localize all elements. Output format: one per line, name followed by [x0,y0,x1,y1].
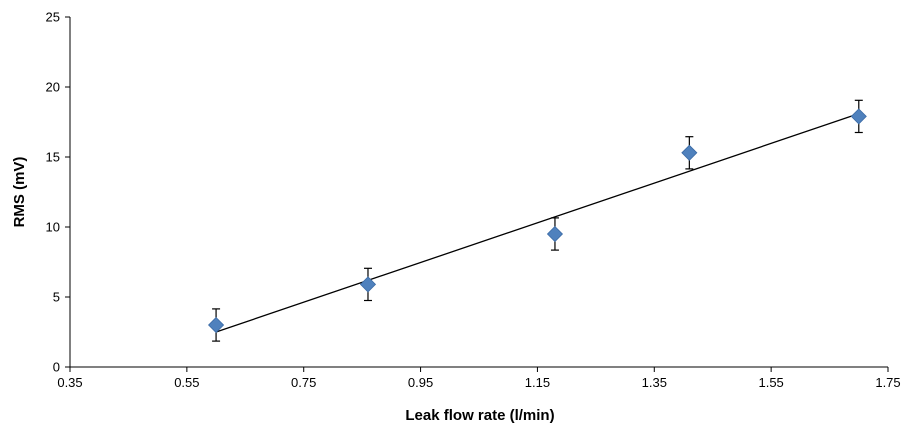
x-tick-label: 1.35 [642,375,667,390]
data-points [208,108,867,334]
data-point [546,225,564,243]
data-point [850,108,867,125]
x-tick-label: 1.55 [758,375,783,390]
axes [69,17,888,368]
x-tick-label: 0.75 [291,375,316,390]
error-bars [212,99,863,342]
data-point [208,316,225,334]
data-point [359,276,377,293]
trendline [215,112,859,333]
trendline-group [215,112,859,333]
x-tick-label: 0.55 [174,375,199,390]
y-axis-title: RMS (mV) [11,157,28,228]
x-tick-label: 1.15 [525,375,550,390]
y-axis-ticks: 0 5 10 15 20 25 [46,10,70,375]
y-tick-label: 15 [46,150,60,165]
y-tick-label: 10 [46,220,60,235]
x-axis-ticks: 0.35 0.55 0.75 0.95 1.15 1.35 1.55 1.75 [57,367,901,390]
y-tick-label: 0 [53,360,60,375]
x-tick-label: 1.75 [875,375,900,390]
x-tick-label: 0.95 [408,375,433,390]
y-tick-label: 5 [53,290,60,305]
y-tick-label: 20 [46,80,60,95]
y-tick-label: 25 [46,10,60,25]
x-tick-label: 0.35 [57,375,82,390]
x-axis-title: Leak flow rate (l/min) [405,407,554,424]
data-point [681,144,698,161]
